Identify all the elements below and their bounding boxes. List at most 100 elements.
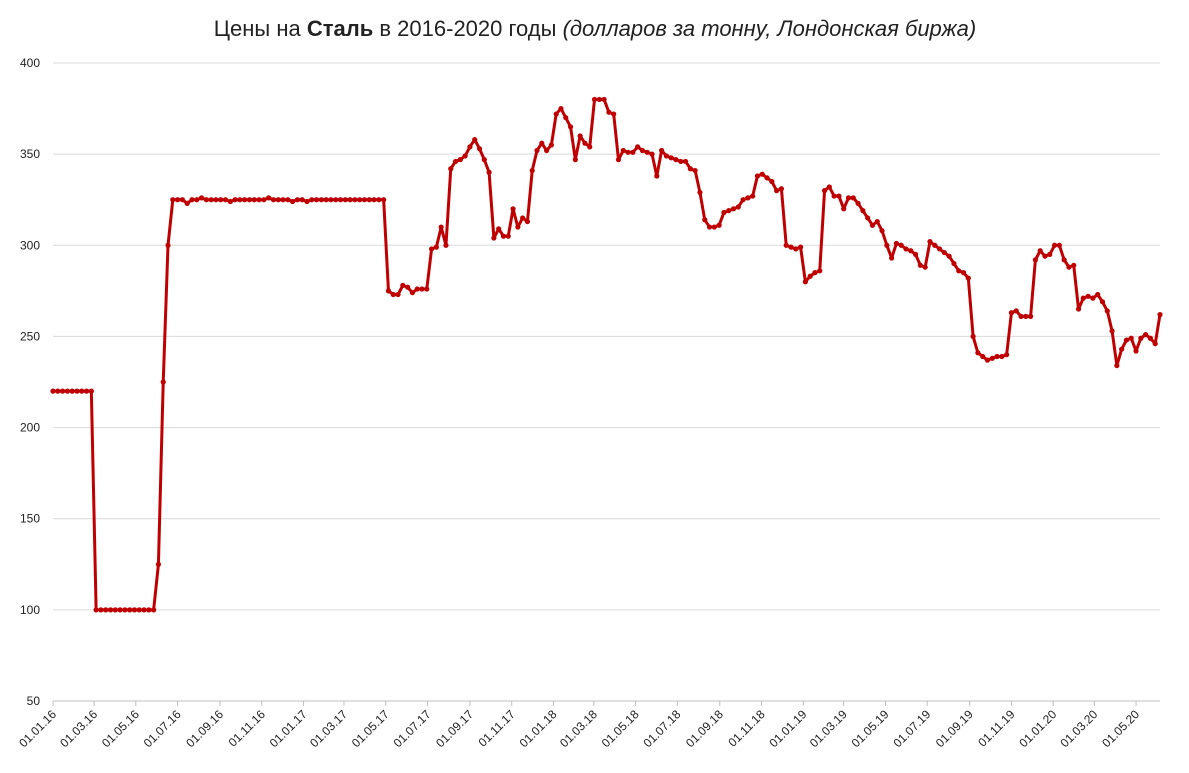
price-point [313, 197, 320, 203]
price-point [361, 197, 368, 203]
x-tick-label: 01.05.18 [599, 707, 642, 750]
chart-title: Цены на Сталь в 2016-2020 годы (долларов… [214, 16, 976, 41]
title-part: в 2016-2020 годы [373, 16, 562, 41]
x-tick-label: 01.09.18 [683, 707, 726, 750]
price-point [328, 197, 334, 203]
price-point [606, 109, 612, 115]
price-point [366, 197, 372, 203]
price-point [908, 248, 914, 254]
price-point [1004, 352, 1010, 358]
x-tick-label: 01.07.17 [391, 707, 434, 750]
title-part: Сталь [307, 16, 373, 41]
price-point [659, 147, 665, 154]
price-point [678, 158, 684, 165]
price-point [558, 105, 564, 112]
x-tick-label: 01.11.18 [725, 707, 768, 750]
x-tick-label: 01.09.17 [433, 707, 476, 750]
price-point [194, 197, 200, 203]
price-point [716, 222, 722, 228]
price-point [572, 157, 578, 163]
x-tick-label: 01.03.17 [307, 707, 350, 750]
price-point [774, 188, 780, 194]
price-point [107, 607, 114, 613]
price-point [1042, 253, 1048, 259]
price-point [668, 155, 674, 161]
x-tick-label: 01.05.20 [1099, 707, 1142, 750]
price-point [783, 242, 789, 248]
price-point [644, 149, 650, 155]
price-point [256, 197, 262, 203]
price-point [266, 195, 272, 201]
price-point [980, 353, 986, 360]
price-point [639, 147, 646, 154]
price-point [1099, 299, 1106, 305]
price-point [754, 173, 761, 179]
x-tick-label: 01.03.20 [1057, 707, 1100, 750]
price-point [807, 273, 813, 279]
price-point [673, 157, 679, 163]
price-point [706, 224, 713, 230]
price-point [941, 249, 947, 256]
price-point [218, 197, 224, 203]
price-point [1143, 332, 1149, 338]
price-point [160, 379, 166, 385]
y-tick-label: 50 [27, 694, 41, 708]
x-tick-label: 01.07.19 [890, 707, 933, 750]
price-point [1028, 313, 1034, 319]
price-point [280, 197, 286, 203]
x-tick-label: 01.05.17 [349, 707, 392, 750]
y-tick-label: 400 [20, 56, 40, 70]
price-point [127, 607, 133, 613]
price-point [936, 246, 943, 252]
price-point [764, 175, 770, 181]
price-point [117, 607, 123, 613]
price-point [682, 158, 689, 165]
price-point [50, 388, 56, 394]
price-point [874, 218, 880, 225]
price-point [625, 149, 631, 155]
price-point [64, 388, 70, 394]
x-tick-label: 01.11.17 [475, 707, 518, 750]
price-point [529, 167, 535, 174]
price-point [414, 286, 420, 292]
price-point [371, 197, 377, 203]
price-point [869, 222, 876, 228]
price-point [131, 607, 138, 613]
price-point [965, 275, 971, 281]
price-point [788, 244, 794, 250]
price-point [88, 388, 94, 394]
price-point [242, 197, 248, 203]
x-tick-label: 01.07.16 [141, 707, 184, 750]
price-point [697, 189, 703, 196]
price-point [294, 197, 301, 203]
price-point [1071, 262, 1077, 268]
price-point [726, 208, 732, 214]
price-point [486, 169, 492, 175]
price-point [1157, 311, 1163, 318]
price-point [917, 262, 923, 268]
price-point [457, 157, 463, 163]
price-point [577, 133, 583, 139]
price-point [1047, 251, 1053, 257]
price-point [778, 186, 785, 192]
price-point [750, 193, 756, 199]
price-point [1008, 310, 1015, 316]
price-point [270, 197, 277, 203]
price-point [419, 286, 425, 292]
price-point [390, 291, 396, 298]
price-point [165, 242, 171, 248]
price-point [155, 561, 162, 567]
price-point [352, 197, 358, 203]
y-tick-label: 300 [20, 238, 40, 252]
price-point [179, 197, 185, 203]
price-point [759, 171, 765, 177]
price-point [448, 166, 454, 172]
price-point [1095, 291, 1101, 298]
price-point [821, 188, 828, 194]
x-tick-label: 01.11.16 [226, 707, 269, 750]
price-point [237, 197, 243, 203]
price-point [1085, 293, 1091, 299]
y-tick-label: 350 [20, 147, 40, 161]
price-point [481, 157, 487, 163]
price-point [893, 240, 900, 247]
